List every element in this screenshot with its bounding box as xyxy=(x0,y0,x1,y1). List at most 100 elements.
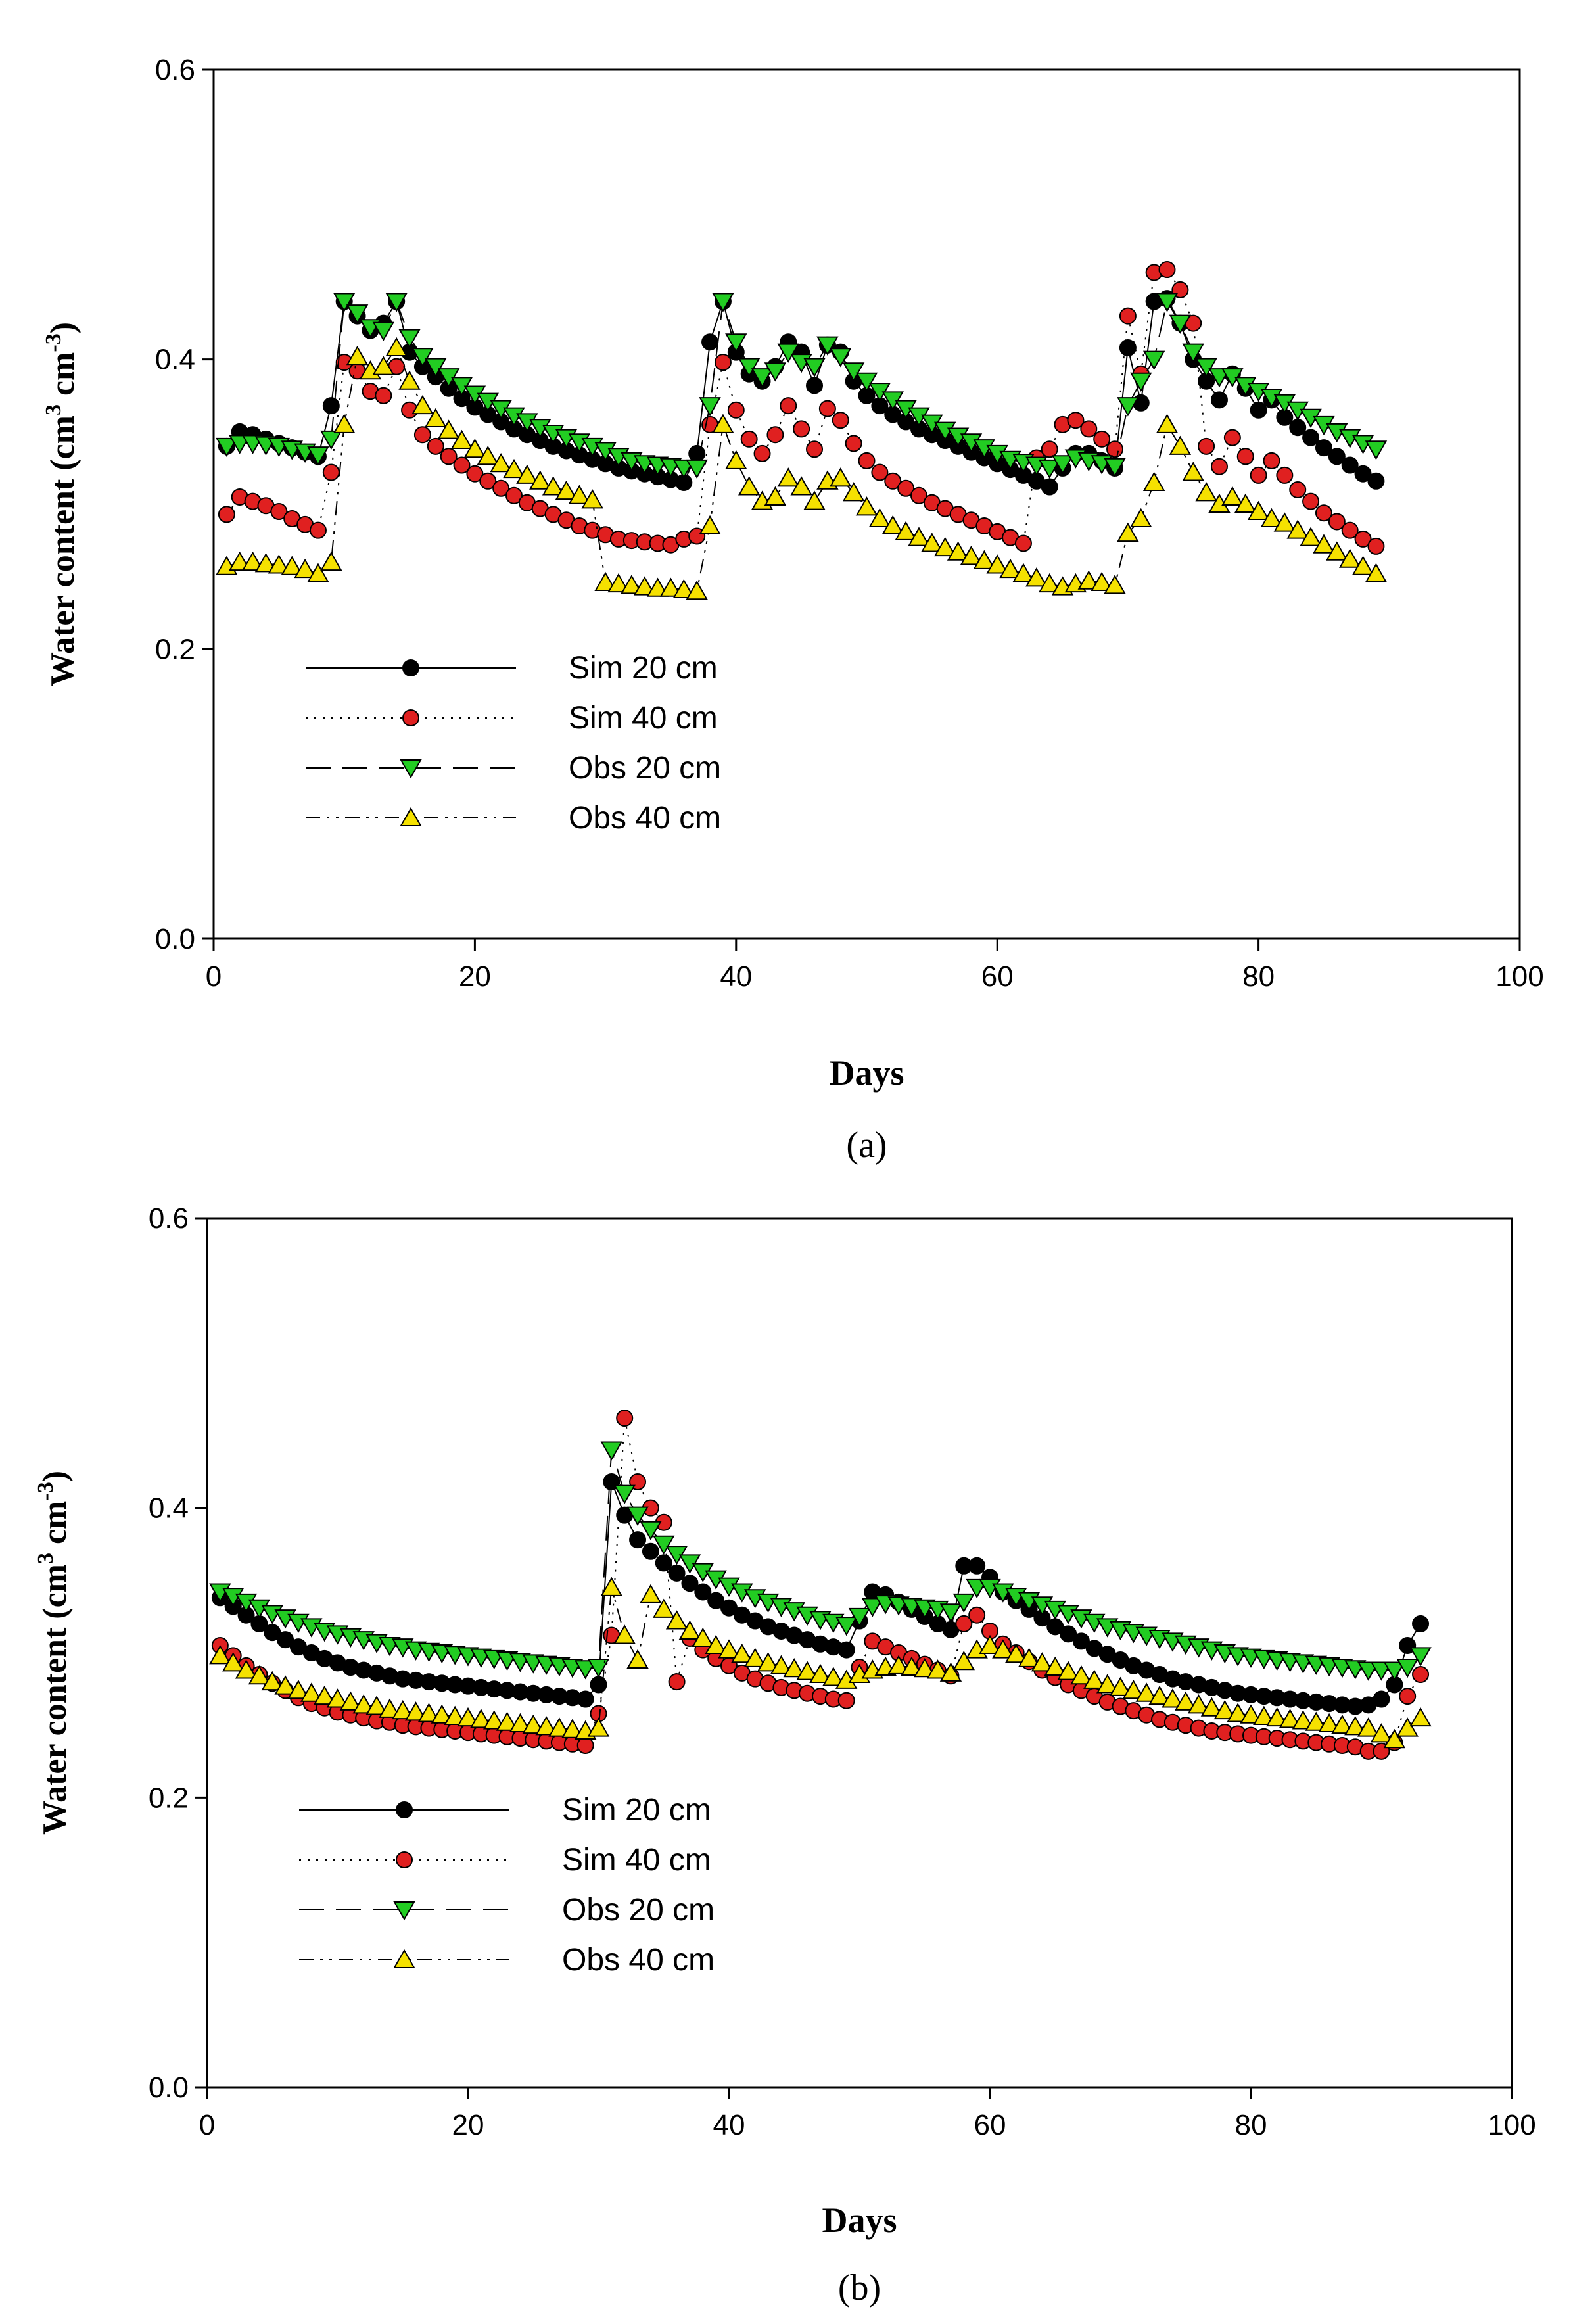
data-point xyxy=(437,419,460,439)
data-point xyxy=(264,1624,281,1642)
data-point xyxy=(1031,1652,1054,1672)
data-point xyxy=(947,541,970,561)
data-point xyxy=(535,1716,557,1736)
data-point xyxy=(1313,534,1335,554)
data-point xyxy=(425,358,447,377)
x-axis-label: Days xyxy=(829,1053,904,1093)
y-tick-label: 0.4 xyxy=(149,1492,189,1525)
data-point xyxy=(642,1542,659,1560)
data-point xyxy=(322,463,340,481)
data-point xyxy=(1117,522,1139,542)
data-point xyxy=(960,546,983,565)
data-point xyxy=(309,521,327,539)
data-point xyxy=(1106,440,1124,458)
data-point xyxy=(466,465,484,483)
data-point xyxy=(1091,571,1113,591)
data-point xyxy=(398,329,421,348)
data-point xyxy=(1240,1704,1262,1724)
data-point xyxy=(326,1688,349,1708)
data-point xyxy=(688,444,706,462)
y-axis-label: Water content (cm3 cm-3) xyxy=(34,1471,74,1835)
data-point xyxy=(731,1643,753,1663)
data-point xyxy=(986,554,1008,574)
data-point xyxy=(725,333,747,353)
data-point xyxy=(587,1717,610,1737)
data-point xyxy=(1109,1676,1132,1696)
legend-label: Sim 20 cm xyxy=(569,651,718,686)
data-point xyxy=(555,480,578,500)
data-point xyxy=(270,503,288,521)
data-point xyxy=(1130,372,1152,392)
x-tick-label: 60 xyxy=(981,960,1014,993)
data-point xyxy=(1104,575,1126,594)
data-point xyxy=(404,1701,427,1721)
data-point xyxy=(594,571,617,591)
data-point xyxy=(613,1624,636,1644)
data-point xyxy=(681,1575,699,1592)
data-point xyxy=(743,1648,766,1667)
y-axis-label: Water content (cm3 cm-3) xyxy=(41,322,82,686)
data-point xyxy=(835,1617,858,1636)
data-point xyxy=(1038,459,1061,479)
data-point xyxy=(479,472,497,490)
data-point xyxy=(1338,548,1361,568)
data-point xyxy=(463,439,486,458)
data-point xyxy=(1331,1714,1353,1734)
data-point xyxy=(1354,530,1372,548)
data-point xyxy=(764,486,787,506)
data-point xyxy=(659,577,682,597)
data-point xyxy=(921,533,943,552)
y-tick-label: 0.2 xyxy=(155,633,195,665)
data-point xyxy=(218,506,235,523)
data-point xyxy=(1117,397,1139,417)
data-point xyxy=(939,1603,962,1623)
x-tick-label: 100 xyxy=(1495,960,1543,993)
data-point xyxy=(830,348,852,368)
data-point xyxy=(1130,508,1152,528)
data-point xyxy=(1080,420,1098,438)
data-point xyxy=(254,553,277,573)
data-point xyxy=(803,358,826,377)
data-point xyxy=(1367,537,1385,555)
data-point xyxy=(968,1557,986,1575)
data-point xyxy=(783,1657,805,1678)
data-point xyxy=(385,337,408,357)
legend-marker xyxy=(396,1801,413,1818)
data-point xyxy=(727,401,745,419)
series-obs-20-cm xyxy=(216,293,1388,479)
data-point xyxy=(1383,1728,1406,1749)
data-point xyxy=(678,1620,701,1640)
data-point xyxy=(790,476,812,496)
data-point xyxy=(548,1717,571,1737)
data-point xyxy=(322,397,340,415)
data-point xyxy=(1354,465,1372,483)
data-point xyxy=(1195,358,1217,377)
data-point xyxy=(576,1737,594,1755)
data-point xyxy=(568,485,591,504)
data-point xyxy=(1072,1632,1090,1650)
plot-frame xyxy=(206,1217,1513,2089)
data-point xyxy=(1292,1710,1315,1730)
data-point xyxy=(766,426,784,444)
legend-marker xyxy=(400,759,422,779)
data-point xyxy=(1041,478,1058,496)
legend-label: Obs 20 cm xyxy=(569,751,721,786)
data-point xyxy=(574,1660,597,1680)
data-point xyxy=(881,515,904,535)
chart-panel-a: 0 20 40 60 80 100 0.0 0.2 0.4 0.6 Days Water conten… xyxy=(41,54,1544,1166)
data-point xyxy=(712,414,734,433)
data-point xyxy=(444,1705,466,1725)
x-tick-label: 100 xyxy=(1488,2109,1536,2141)
data-point xyxy=(668,1673,686,1691)
x-tick-label: 60 xyxy=(974,2109,1006,2141)
data-point xyxy=(1289,481,1307,498)
data-point xyxy=(241,551,264,571)
data-point xyxy=(830,467,852,487)
x-tick-label: 0 xyxy=(206,960,222,993)
data-point xyxy=(261,1671,283,1691)
data-point xyxy=(1096,1674,1119,1694)
data-point xyxy=(868,508,891,528)
data-point xyxy=(576,1690,594,1708)
